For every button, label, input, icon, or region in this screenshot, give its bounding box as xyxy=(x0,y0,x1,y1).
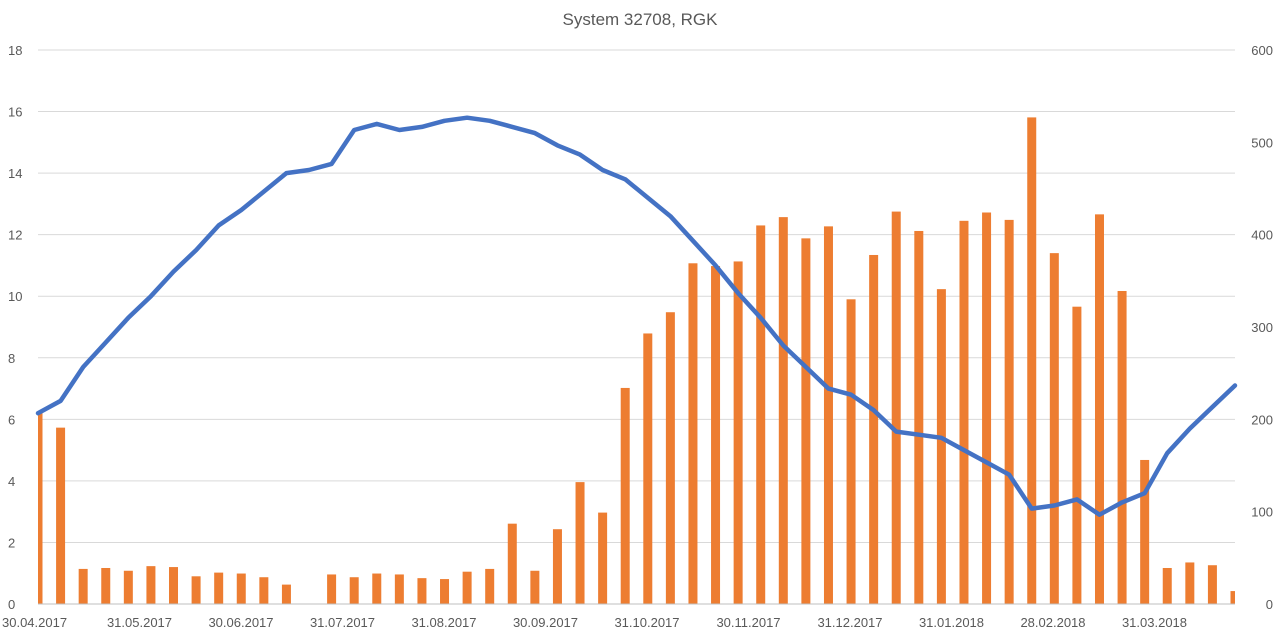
left-axis-tick-label: 8 xyxy=(8,351,15,366)
left-axis-tick-label: 6 xyxy=(8,412,15,427)
left-axis-tick-label: 18 xyxy=(8,43,22,58)
bar xyxy=(756,225,766,604)
bar xyxy=(56,427,66,604)
x-axis-tick-label: 30.04.2017 xyxy=(2,615,67,630)
bar xyxy=(733,261,743,604)
right-axis-tick-label: 100 xyxy=(1251,505,1273,520)
bar xyxy=(259,577,269,604)
bar xyxy=(78,568,88,604)
left-axis-tick-label: 0 xyxy=(8,597,15,612)
bar xyxy=(846,299,856,604)
bar xyxy=(146,566,156,604)
bar xyxy=(101,567,111,604)
bar xyxy=(1004,219,1014,605)
x-axis-tick-label: 31.10.2017 xyxy=(614,615,679,630)
bar xyxy=(575,482,585,604)
bar xyxy=(530,570,540,604)
right-axis-tick-label: 0 xyxy=(1266,597,1273,612)
bar xyxy=(462,571,472,604)
bar xyxy=(1049,253,1059,604)
bar xyxy=(552,529,562,604)
left-axis-tick-label: 10 xyxy=(8,289,22,304)
x-axis-tick-label: 31.07.2017 xyxy=(310,615,375,630)
bar xyxy=(1027,117,1037,605)
axes: 0 2 4 6 8 10 12 14 16 18 0 100 200 300 400 500 600 30.04.… xyxy=(2,43,1273,630)
right-axis-tick-label: 500 xyxy=(1251,135,1273,150)
x-axis-tick-label: 31.01.2018 xyxy=(919,615,984,630)
bar xyxy=(394,574,404,604)
x-axis-tick-label: 31.12.2017 xyxy=(817,615,882,630)
bar xyxy=(169,567,179,604)
line-path xyxy=(35,115,1238,517)
bar xyxy=(711,266,721,604)
bar xyxy=(982,212,992,605)
bar xyxy=(1162,567,1172,604)
x-axis-tick-label: 31.03.2018 xyxy=(1122,615,1187,630)
bar xyxy=(123,570,133,604)
bar-series xyxy=(38,117,1235,605)
bar xyxy=(688,263,698,604)
bar xyxy=(372,573,382,604)
bar xyxy=(665,312,675,604)
bar xyxy=(417,578,427,604)
right-axis-tick-label: 300 xyxy=(1251,320,1273,335)
bar xyxy=(891,211,901,605)
left-axis-tick-label: 4 xyxy=(8,474,15,489)
bar xyxy=(1207,565,1217,604)
bar xyxy=(914,230,924,604)
x-axis-tick-label: 30.11.2017 xyxy=(716,615,780,630)
right-axis-tick-label: 200 xyxy=(1251,412,1273,427)
right-axis-tick-label: 400 xyxy=(1251,228,1273,243)
bar xyxy=(327,574,337,604)
left-axis-tick-label: 12 xyxy=(8,228,22,243)
x-axis-tick-label: 31.05.2017 xyxy=(107,615,172,630)
bar xyxy=(1230,591,1235,604)
x-axis-tick-label: 31.08.2017 xyxy=(411,615,476,630)
bar xyxy=(485,568,495,604)
bar xyxy=(507,523,517,604)
bar xyxy=(1117,290,1127,604)
bar xyxy=(959,220,969,605)
bar xyxy=(440,579,450,604)
bar xyxy=(643,333,653,604)
x-axis-tick-label: 30.09.2017 xyxy=(513,615,578,630)
x-axis-tick-label: 28.02.2018 xyxy=(1020,615,1085,630)
bar xyxy=(1072,306,1082,604)
bar xyxy=(191,576,201,604)
bar xyxy=(1094,214,1104,604)
bar xyxy=(236,573,246,604)
left-axis-tick-label: 14 xyxy=(8,166,22,181)
left-axis-tick-label: 2 xyxy=(8,535,15,550)
bar xyxy=(214,572,224,604)
bar xyxy=(281,584,291,604)
bar xyxy=(1140,459,1150,604)
bar xyxy=(869,254,879,605)
x-axis-tick-label: 30.06.2017 xyxy=(208,615,273,630)
bar xyxy=(620,387,630,604)
bar xyxy=(778,217,788,604)
bar xyxy=(936,289,946,604)
line-series xyxy=(35,115,1238,517)
bar xyxy=(38,412,43,604)
right-axis-tick-label: 600 xyxy=(1251,43,1273,58)
bar xyxy=(598,512,608,604)
left-axis-tick-label: 16 xyxy=(8,105,22,120)
bar xyxy=(349,577,359,604)
bar xyxy=(1185,562,1195,604)
bar xyxy=(801,238,811,605)
bar xyxy=(823,226,833,604)
chart-title: System 32708, RGK xyxy=(562,10,718,29)
